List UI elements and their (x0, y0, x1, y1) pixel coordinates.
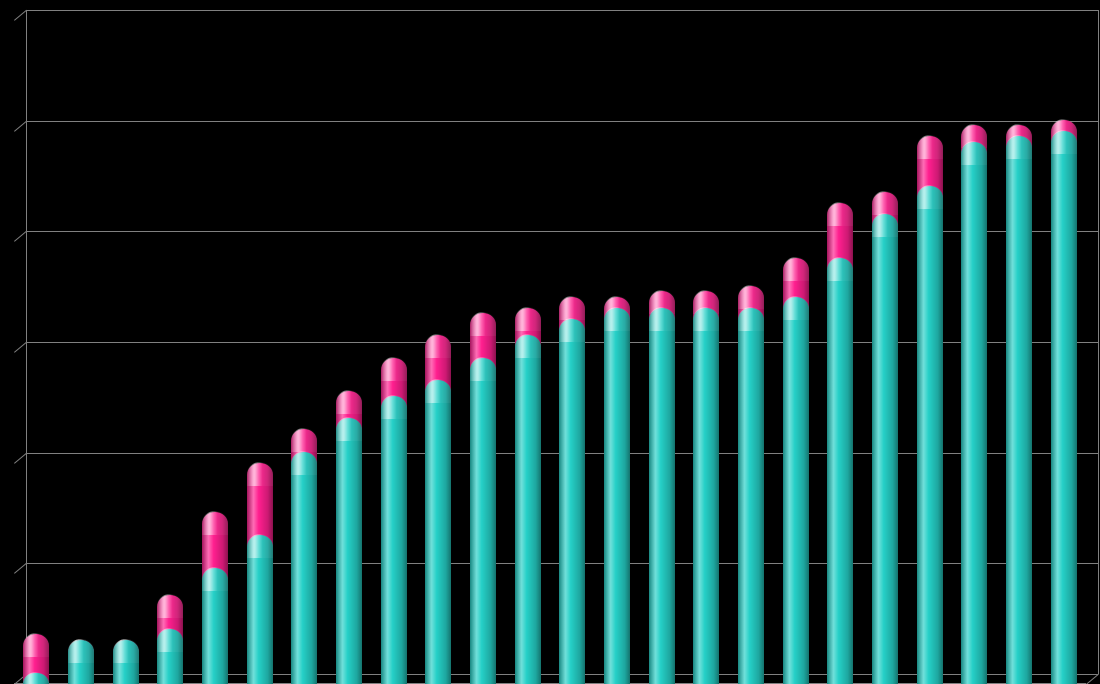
bar-series-a (738, 308, 764, 684)
bar-series-a (559, 319, 585, 684)
bar-series-a (783, 297, 809, 684)
bar-series-a (157, 629, 183, 684)
bar-series-a (604, 308, 630, 684)
bar-series-a (113, 640, 139, 684)
grid-diag-left (14, 231, 27, 242)
bar-series-a (202, 568, 228, 684)
bar-series-a (1006, 136, 1032, 684)
bar-series-a (649, 308, 675, 684)
grid-diag-left (14, 342, 27, 353)
bar-series-a (247, 535, 273, 684)
gridline-vertical-right (1098, 10, 1099, 674)
bar-series-a (872, 214, 898, 684)
bar-series-a (291, 452, 317, 684)
grid-diag-left (14, 10, 27, 21)
bar-series-a (693, 308, 719, 684)
grid-diag-left (14, 121, 27, 132)
bar-series-a (381, 396, 407, 684)
gridline-horizontal (26, 10, 1098, 11)
bar-series-a (961, 142, 987, 684)
stacked-cylinder-chart (0, 0, 1100, 684)
bar-series-a (470, 358, 496, 684)
grid-diag-left (14, 563, 27, 574)
bar-series-a (1051, 131, 1077, 684)
floor-diag-right (1086, 674, 1099, 684)
bar-series-a (425, 380, 451, 684)
grid-diag-left (14, 453, 27, 464)
bar-series-a (827, 258, 853, 684)
bar-series-a (68, 640, 94, 684)
gridline-horizontal (26, 121, 1098, 122)
bar-series-a (336, 418, 362, 684)
bar-series-a (515, 335, 541, 684)
bar-series-a (917, 186, 943, 684)
